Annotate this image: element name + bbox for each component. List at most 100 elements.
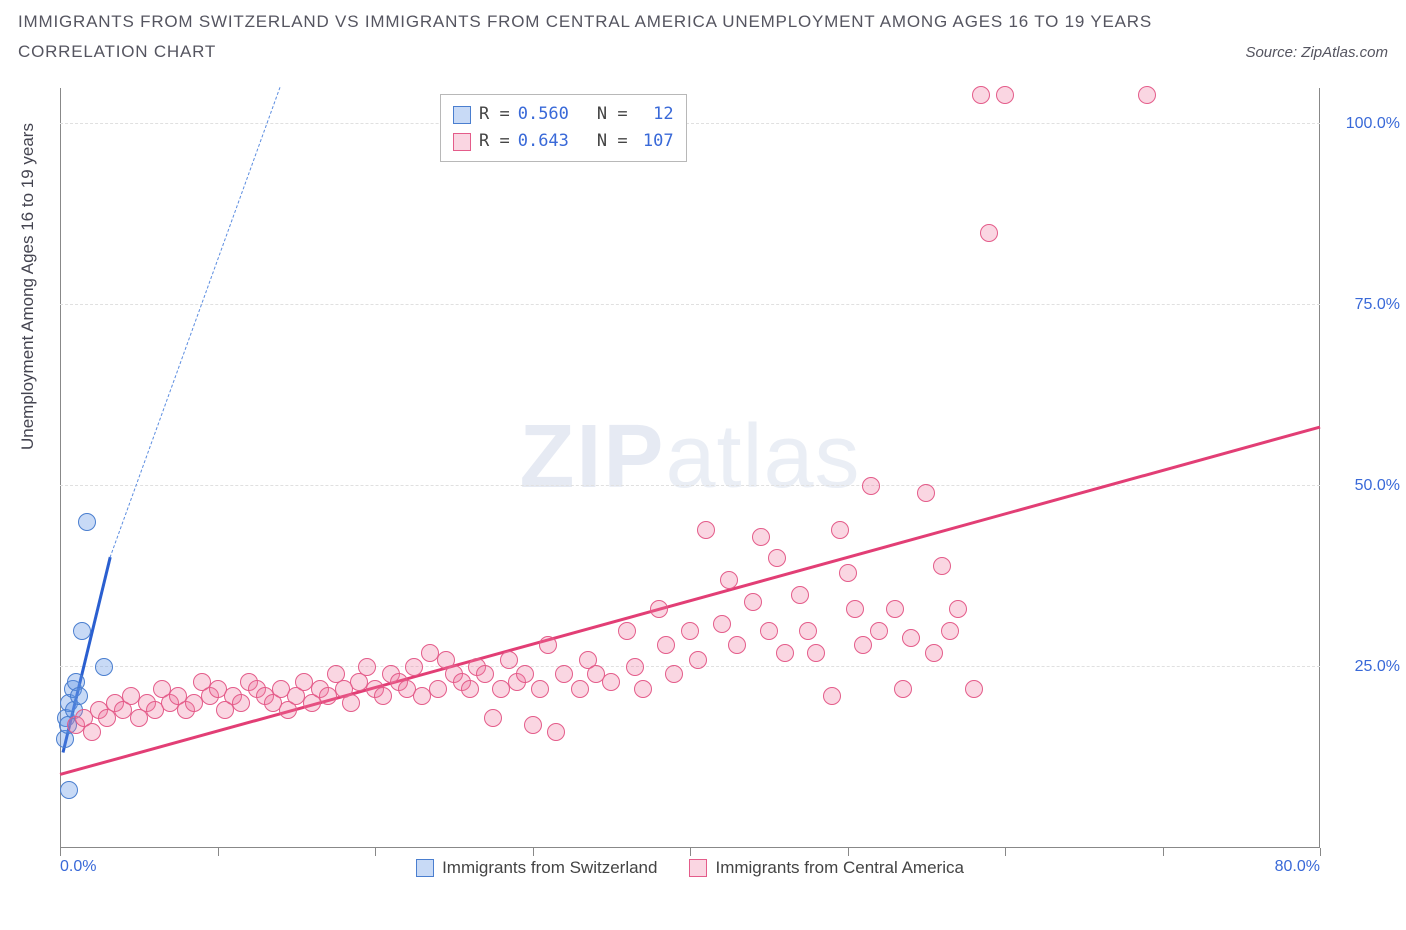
data-point bbox=[461, 680, 479, 698]
r-label: R = bbox=[479, 128, 510, 155]
data-point bbox=[681, 622, 699, 640]
data-point bbox=[1138, 86, 1156, 104]
x-tick-mark bbox=[375, 848, 376, 856]
n-label: N = bbox=[597, 128, 628, 155]
n-value: 107 bbox=[636, 128, 674, 155]
chart-title-line2: CORRELATION CHART bbox=[18, 42, 216, 62]
data-point bbox=[374, 687, 392, 705]
data-point bbox=[342, 694, 360, 712]
data-point bbox=[405, 658, 423, 676]
chart-title-line1: IMMIGRANTS FROM SWITZERLAND VS IMMIGRANT… bbox=[18, 12, 1388, 32]
data-point bbox=[980, 224, 998, 242]
data-point bbox=[965, 680, 983, 698]
plot-region: ZIPatlas 25.0%50.0%75.0%100.0%0.0%80.0%R… bbox=[60, 88, 1320, 848]
data-point bbox=[476, 665, 494, 683]
legend-label: Immigrants from Central America bbox=[715, 858, 963, 878]
data-point bbox=[886, 600, 904, 618]
stats-row: R =0.560N =12 bbox=[453, 101, 674, 128]
data-point bbox=[634, 680, 652, 698]
data-point bbox=[713, 615, 731, 633]
r-value: 0.643 bbox=[518, 128, 569, 155]
data-point bbox=[728, 636, 746, 654]
stats-row: R = 0.643 N = 107 bbox=[453, 128, 674, 155]
legend-item: Immigrants from Central America bbox=[689, 858, 963, 878]
data-point bbox=[917, 484, 935, 502]
data-point bbox=[799, 622, 817, 640]
data-point bbox=[539, 636, 557, 654]
data-point bbox=[83, 723, 101, 741]
data-point bbox=[807, 644, 825, 662]
data-point bbox=[531, 680, 549, 698]
x-tick-mark bbox=[1005, 848, 1006, 856]
data-point bbox=[555, 665, 573, 683]
data-point bbox=[500, 651, 518, 669]
data-point bbox=[626, 658, 644, 676]
bottom-legend: Immigrants from Switzerland Immigrants fr… bbox=[60, 858, 1320, 878]
data-point bbox=[358, 658, 376, 676]
data-point bbox=[894, 680, 912, 698]
data-point bbox=[95, 658, 113, 676]
swatch-icon bbox=[453, 106, 471, 124]
data-point bbox=[791, 586, 809, 604]
gridline bbox=[60, 304, 1320, 305]
data-point bbox=[949, 600, 967, 618]
data-point bbox=[996, 86, 1014, 104]
y-tick-label: 25.0% bbox=[1355, 658, 1400, 676]
watermark-zip: ZIP bbox=[519, 407, 665, 507]
data-point bbox=[831, 521, 849, 539]
data-point bbox=[657, 636, 675, 654]
gridline bbox=[60, 666, 1320, 667]
subtitle-row: CORRELATION CHART Source: ZipAtlas.com bbox=[18, 42, 1388, 72]
source-label: Source: ZipAtlas.com bbox=[1245, 44, 1388, 61]
x-tick-mark bbox=[60, 848, 61, 856]
data-point bbox=[78, 513, 96, 531]
data-point bbox=[941, 622, 959, 640]
gridline bbox=[60, 485, 1320, 486]
y-axis-right bbox=[1319, 88, 1320, 848]
data-point bbox=[618, 622, 636, 640]
data-point bbox=[524, 716, 542, 734]
x-tick-mark bbox=[690, 848, 691, 856]
data-point bbox=[571, 680, 589, 698]
legend-item: Immigrants from Switzerland bbox=[416, 858, 657, 878]
swatch-icon bbox=[416, 859, 434, 877]
data-point bbox=[854, 636, 872, 654]
data-point bbox=[60, 781, 78, 799]
header: IMMIGRANTS FROM SWITZERLAND VS IMMIGRANT… bbox=[0, 0, 1406, 72]
data-point bbox=[697, 521, 715, 539]
x-tick-mark bbox=[1320, 848, 1321, 856]
legend-label: Immigrants from Switzerland bbox=[442, 858, 657, 878]
y-axis-label: Unemployment Among Ages 16 to 19 years bbox=[18, 123, 38, 450]
data-point bbox=[776, 644, 794, 662]
data-point bbox=[870, 622, 888, 640]
data-point bbox=[516, 665, 534, 683]
y-tick-label: 75.0% bbox=[1355, 296, 1400, 314]
n-label: N = bbox=[597, 101, 628, 128]
stats-box: R =0.560N =12R =0.643N =107 bbox=[440, 94, 687, 162]
r-value: 0.560 bbox=[518, 101, 569, 128]
data-point bbox=[689, 651, 707, 669]
data-point bbox=[70, 687, 88, 705]
regression-line bbox=[60, 426, 1321, 776]
data-point bbox=[665, 665, 683, 683]
data-point bbox=[846, 600, 864, 618]
data-point bbox=[862, 477, 880, 495]
y-tick-label: 50.0% bbox=[1355, 477, 1400, 495]
data-point bbox=[760, 622, 778, 640]
x-tick-mark bbox=[848, 848, 849, 856]
swatch-icon bbox=[689, 859, 707, 877]
data-point bbox=[602, 673, 620, 691]
watermark-atlas: atlas bbox=[665, 407, 860, 507]
data-point bbox=[902, 629, 920, 647]
data-point bbox=[232, 694, 250, 712]
x-tick-mark bbox=[533, 848, 534, 856]
chart-area: ZIPatlas 25.0%50.0%75.0%100.0%0.0%80.0%R… bbox=[60, 88, 1320, 848]
data-point bbox=[650, 600, 668, 618]
data-point bbox=[720, 571, 738, 589]
data-point bbox=[839, 564, 857, 582]
data-point bbox=[484, 709, 502, 727]
data-point bbox=[73, 622, 91, 640]
x-tick-mark bbox=[218, 848, 219, 856]
r-label: R = bbox=[479, 101, 510, 128]
data-point bbox=[823, 687, 841, 705]
